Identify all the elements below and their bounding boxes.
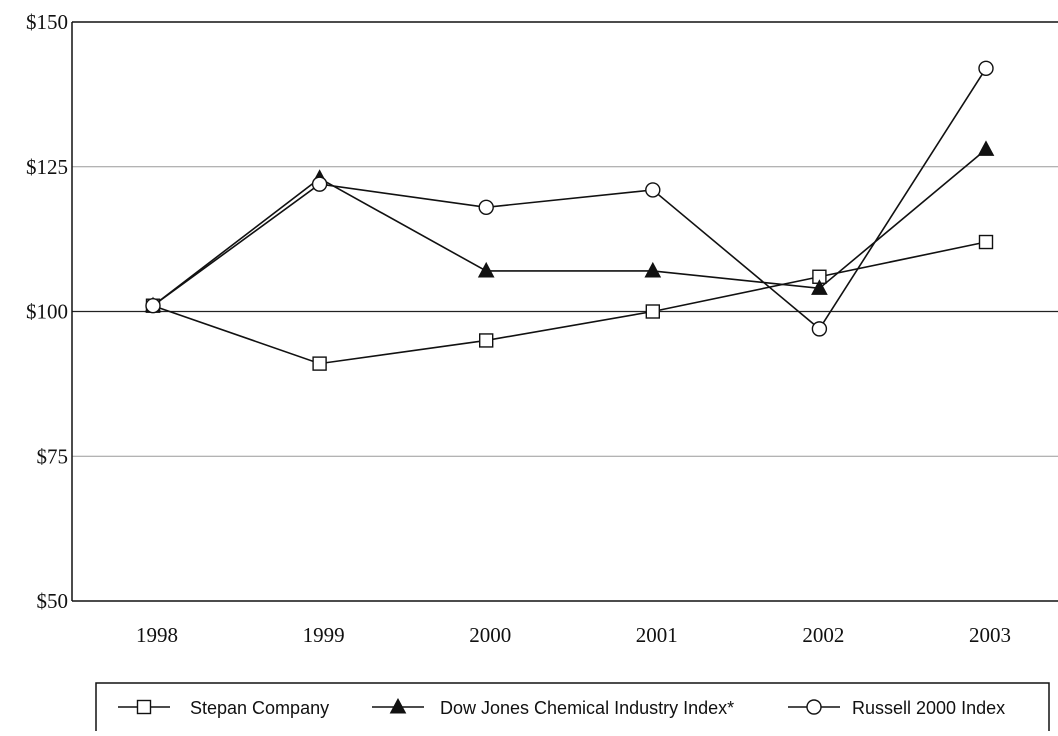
data-point [145,298,161,314]
data-point [811,279,828,295]
legend-label: Stepan Company [190,698,329,718]
x-tick-label: 2003 [969,623,1011,647]
y-tick-label: $125 [26,155,68,179]
series [144,60,995,371]
grid-lines [72,166,1058,457]
y-tick-label: $150 [26,10,68,34]
legend-label: Dow Jones Chemical Industry Index* [440,698,734,718]
x-tick-label: 1998 [136,623,178,647]
series-line [152,241,987,365]
series-line [152,67,987,331]
x-tick-label: 2002 [802,623,844,647]
y-tick-labels: $50 $75 $100 $125 $150 [26,10,68,613]
data-point [312,356,327,371]
series-2 [145,60,994,337]
data-point [479,333,494,348]
x-tick-label: 2000 [469,623,511,647]
x-tick-labels: 1998 1999 2000 2001 2002 2003 [136,623,1011,647]
legend-item-2: Russell 2000 Index [788,698,1005,718]
axes [71,21,1058,602]
legend: Stepan Company Dow Jones Chemical Industr… [95,682,1050,736]
data-point [978,60,994,77]
data-point [644,261,662,278]
y-tick-label: $100 [26,300,68,324]
data-point [477,261,495,278]
data-point [645,182,661,198]
x-tick-label: 2001 [636,623,678,647]
legend-label: Russell 2000 Index [852,698,1005,718]
legend-item-1: Dow Jones Chemical Industry Index* [372,697,734,718]
y-tick-label: $75 [37,444,69,468]
data-point [478,199,494,215]
legend-box [95,682,1050,736]
x-tick-label: 1999 [303,623,345,647]
data-point [645,304,660,319]
legend-marker [389,697,407,714]
y-tick-label: $50 [37,589,69,613]
legend-marker [136,699,152,715]
series-0 [145,234,994,371]
legend-marker [806,699,822,715]
data-point [311,176,328,192]
data-point [978,234,994,250]
data-point [977,140,995,156]
legend-item-0: Stepan Company [118,698,329,718]
series-line [152,148,987,307]
data-point [811,321,828,337]
